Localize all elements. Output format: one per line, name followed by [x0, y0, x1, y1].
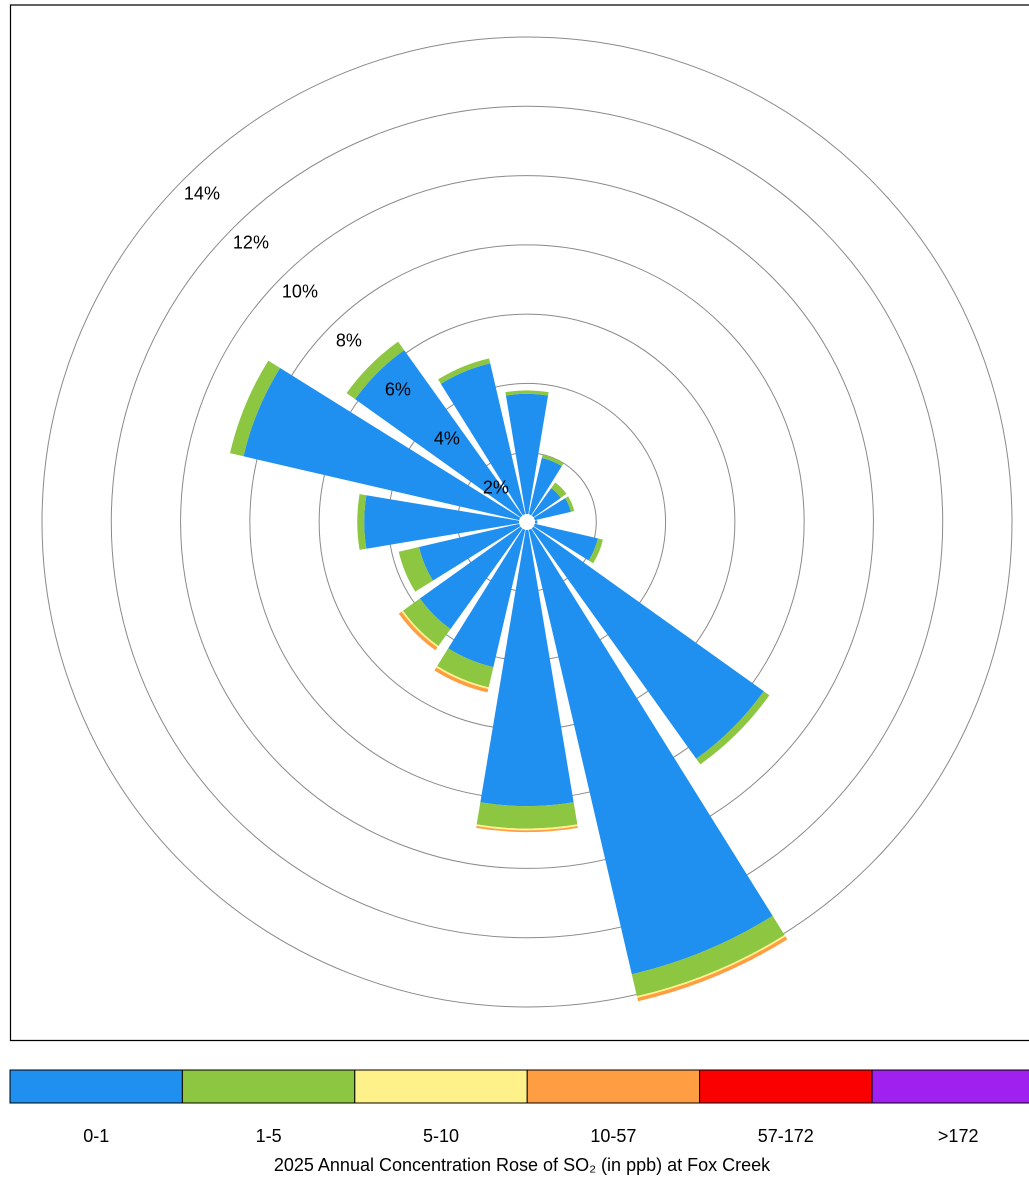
bar-segment — [565, 496, 575, 512]
bar-segment — [434, 667, 489, 693]
ring-label: 10% — [282, 282, 318, 302]
legend-label: >172 — [938, 1126, 979, 1146]
legend-label: 5-10 — [423, 1126, 459, 1146]
plot-frame — [9, 4, 1029, 1042]
bar-segment — [637, 936, 788, 1002]
legend-label: 10-57 — [590, 1126, 636, 1146]
legend-label: 1-5 — [256, 1126, 282, 1146]
bar-segment — [402, 598, 451, 647]
ring-label: 12% — [233, 233, 269, 253]
bar-segment — [346, 341, 405, 400]
chart-title: 2025 Annual Concentration Rose of SO₂ (i… — [274, 1155, 771, 1175]
bar-segment — [527, 522, 773, 975]
bars — [230, 341, 788, 1002]
legend-swatch — [871, 1069, 1029, 1104]
bar-segment — [357, 494, 367, 550]
bar-segment — [588, 538, 603, 564]
bar-segment — [476, 802, 578, 829]
grid-ring — [180, 175, 874, 869]
bar-segment — [476, 826, 578, 833]
bar-segment — [505, 390, 549, 396]
bar-segment — [505, 393, 549, 522]
ring-label: 6% — [385, 380, 411, 400]
bar-segment — [419, 522, 527, 581]
legend-swatch — [699, 1069, 873, 1104]
ring-label: 2% — [483, 478, 509, 498]
bar-segment — [527, 457, 562, 522]
bar-segment — [398, 611, 438, 651]
grid-ring — [41, 36, 1013, 1008]
bar-segment — [243, 368, 527, 522]
bar-segment — [436, 666, 489, 690]
bar-segment — [230, 360, 281, 457]
bar-segment — [476, 824, 578, 831]
bar-segment — [401, 610, 439, 648]
bar-segment — [480, 522, 574, 807]
grid-ring — [110, 105, 944, 939]
bar-segment — [527, 522, 764, 759]
bar-segment — [438, 358, 491, 384]
colorbar: 0-1 1-5 5-10 10-57 57-172 >172 — [9, 1069, 1029, 1146]
legend-swatch — [354, 1069, 528, 1104]
bar-segment — [364, 495, 527, 549]
ring-label: 14% — [184, 184, 220, 204]
bar-segment — [551, 482, 567, 498]
bar-segment — [527, 488, 561, 522]
bar-segment — [696, 691, 770, 765]
ring-labels: 2% 4% 6% 8% 10% 12% 14% — [184, 184, 509, 498]
bar-segment — [631, 915, 785, 997]
center-hole — [519, 514, 535, 530]
legend-swatch — [9, 1069, 183, 1104]
bar-segment — [448, 522, 527, 668]
legend-label: 57-172 — [758, 1126, 814, 1146]
bar-segment — [527, 498, 571, 522]
bar-segment — [355, 350, 527, 522]
bar-segment — [527, 522, 598, 561]
ring-label: 4% — [434, 429, 460, 449]
bar-segment — [440, 363, 527, 522]
bar-segment — [398, 547, 433, 592]
legend-swatch — [526, 1069, 701, 1104]
legend-swatch — [181, 1069, 356, 1104]
bar-segment — [541, 454, 564, 467]
legend-label: 0-1 — [83, 1126, 109, 1146]
ring-label: 8% — [336, 331, 362, 351]
bar-segment — [437, 648, 494, 688]
bar-segment — [419, 522, 527, 630]
